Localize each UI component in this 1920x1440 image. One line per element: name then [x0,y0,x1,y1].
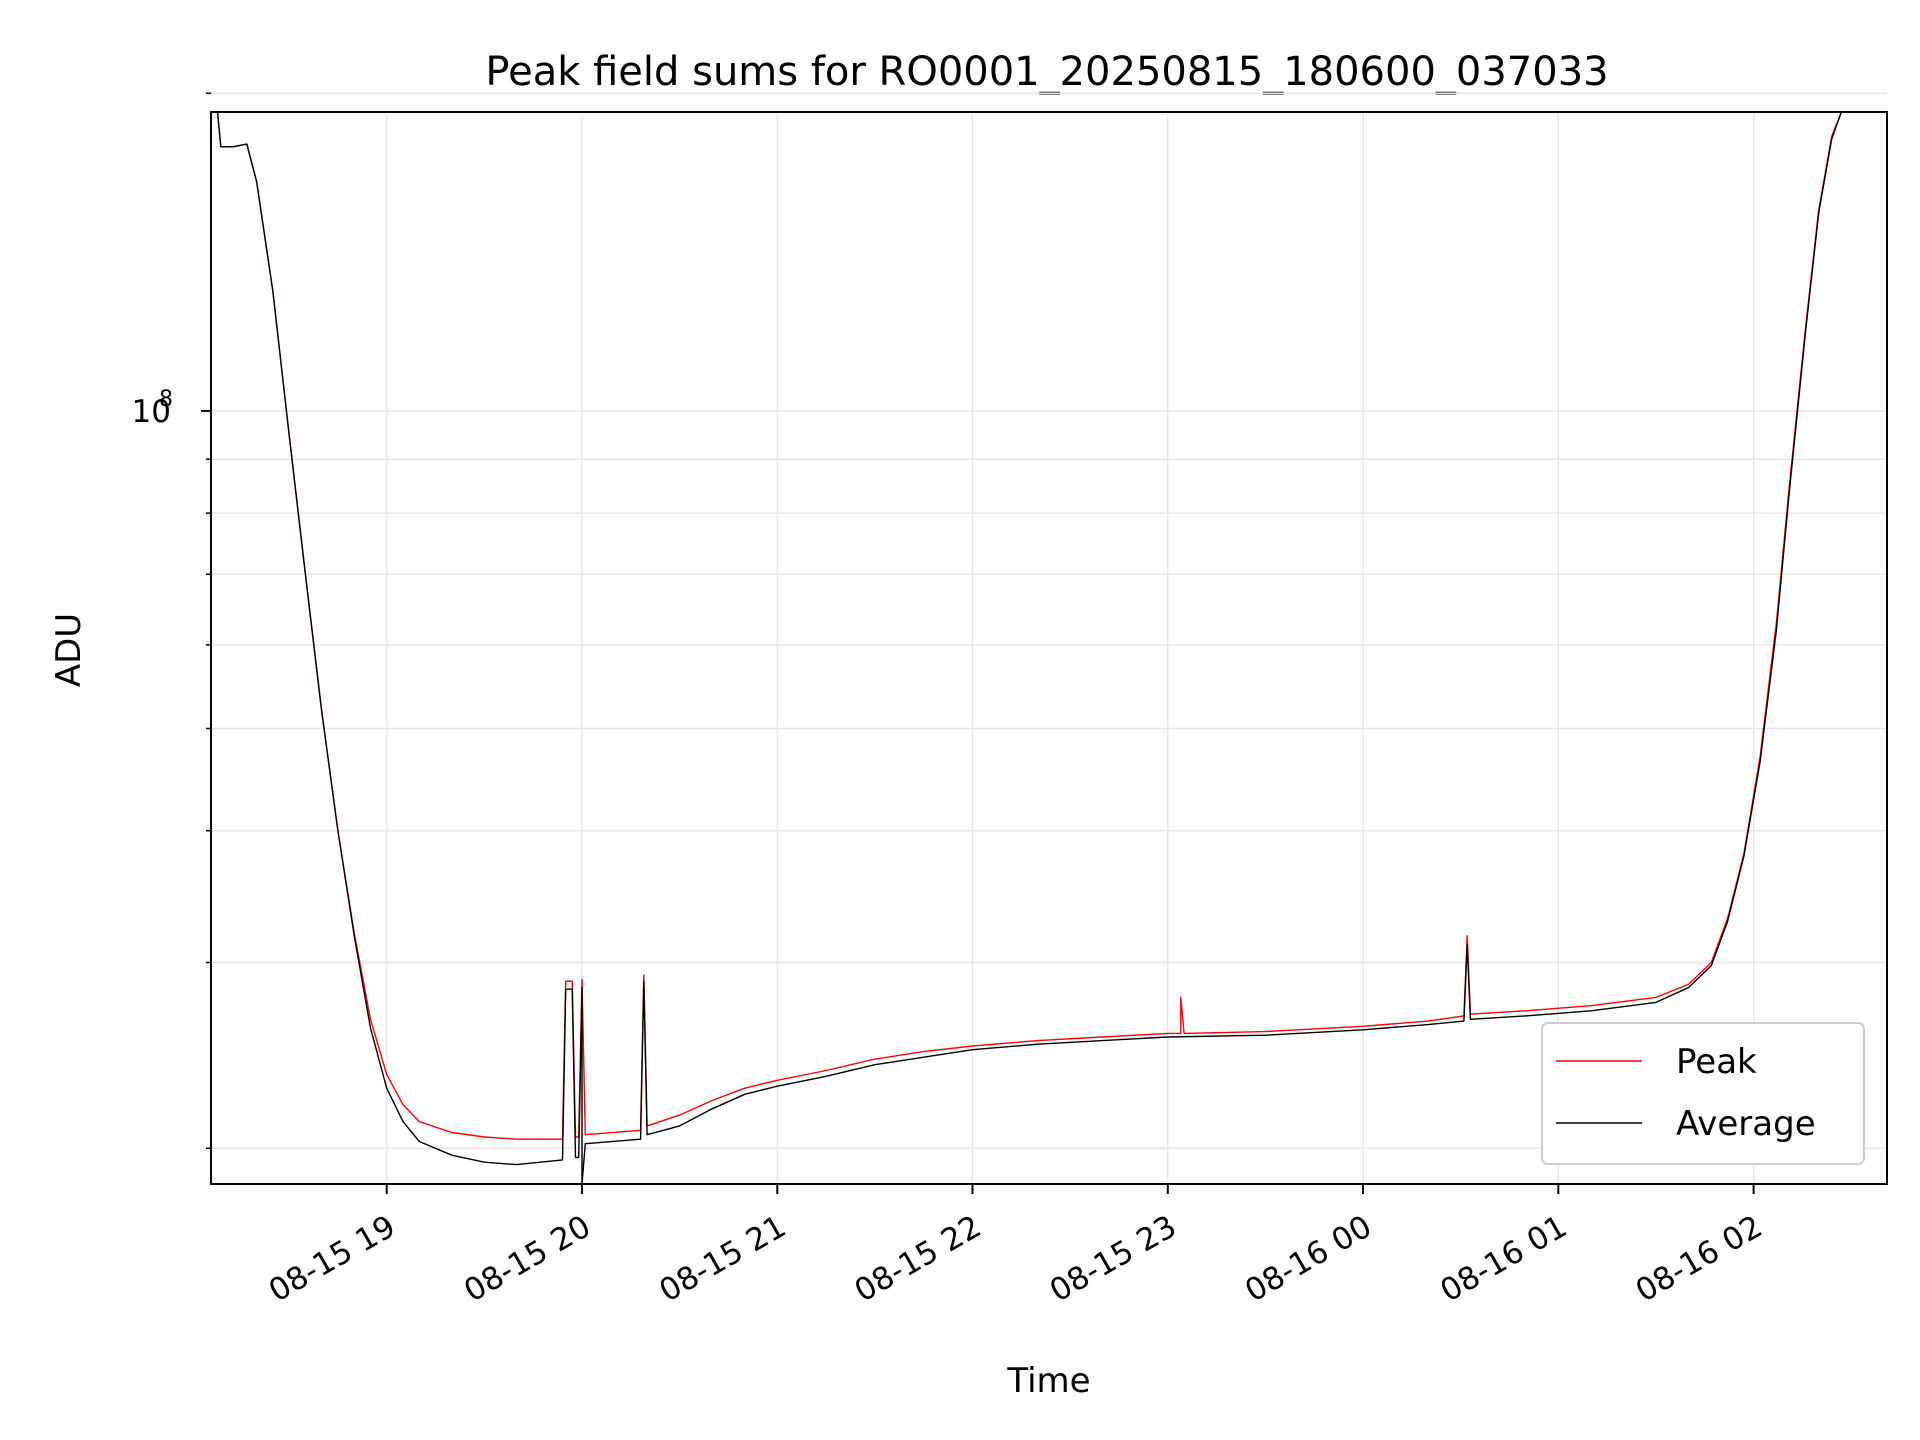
legend-box [1541,1022,1865,1165]
x-axis-label: Time [1006,1361,1090,1401]
y-tick-label-base: 10 [132,394,171,430]
series-line-peak [216,111,1887,1140]
legend-label-peak: Peak [1676,1042,1757,1082]
plot-frame [210,111,1888,1185]
grid [211,92,1887,1184]
legend: Peak Average [1541,1022,1865,1165]
plot-area [216,111,1887,1185]
series-line-average [216,111,1887,1185]
y-axis-label: ADU [49,613,89,687]
legend-label-average: Average [1676,1104,1816,1144]
chart-title: Peak field sums for RO0001_20250815_1806… [485,49,1608,95]
y-tick-label: 10 [132,394,171,430]
y-tick-label-exponent: 8 [159,387,173,412]
y-axis: 108 [132,92,211,1150]
